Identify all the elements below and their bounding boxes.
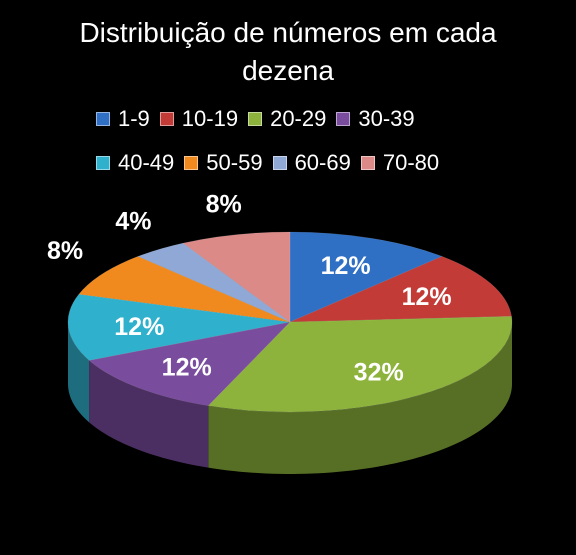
pie-slice-50-59 (78, 256, 291, 323)
chart-title-line-1: Distribuição de números em cada (79, 17, 497, 48)
pie-side-30-39 (89, 360, 209, 468)
legend-item-10-19: 10-19 (159, 106, 239, 132)
legend-label-10-19: 10-19 (181, 106, 239, 131)
pie-data-labels: 12% 12% 32% 12% 12% 8% 4% 8% (47, 190, 452, 386)
legend-item-60-69: 60-69 (272, 150, 351, 176)
chart-title: Distribuição de números em cada dezena (0, 14, 576, 90)
pie-slice-1-9 (289, 231, 443, 323)
legend-item-50-59: 50-59 (184, 150, 263, 176)
legend-item-30-39: 30-39 (336, 106, 415, 132)
pie-label-60-69: 4% (115, 208, 151, 236)
legend-label-1-9: 1-9 (118, 106, 150, 131)
legend-label-30-39: 30-39 (358, 106, 415, 131)
pie-label-1-9: 12% (321, 252, 371, 280)
legend-swatch-30-39 (336, 112, 351, 126)
pie-slice-70-80 (182, 231, 291, 323)
pie-label-70-80: 8% (206, 190, 242, 218)
legend-item-70-80: 70-80 (360, 150, 440, 176)
chart-title-line-2: dezena (242, 55, 334, 86)
pie-label-10-19: 12% (402, 283, 452, 311)
pie-side-20-29 (208, 322, 512, 474)
legend-swatch-20-29 (248, 112, 263, 126)
pie-label-50-59: 8% (47, 237, 83, 265)
pie-slice-10-19 (289, 256, 512, 323)
legend-label-50-59: 50-59 (206, 150, 263, 175)
legend-label-60-69: 60-69 (294, 150, 351, 175)
pie-slice-40-49 (67, 293, 291, 361)
legend-label-40-49: 40-49 (118, 150, 175, 175)
pie-slice-30-39 (88, 321, 291, 407)
legend-swatch-60-69 (272, 156, 287, 170)
pie-side-walls (68, 322, 512, 474)
pie-label-40-49: 12% (114, 313, 164, 341)
legend-swatch-10-19 (159, 112, 174, 126)
pie-slice-20-29 (207, 316, 513, 413)
legend-item-20-29: 20-29 (248, 106, 326, 132)
pie-label-20-29: 32% (354, 359, 404, 387)
legend-label-20-29: 20-29 (270, 106, 327, 131)
legend-swatch-50-59 (184, 156, 199, 170)
pie-side-40-49 (68, 322, 90, 423)
legend: 1-9 10-19 20-29 30-39 40-49 50-59 60-69 (96, 104, 516, 192)
pie-slice-60-69 (137, 242, 291, 323)
legend-swatch-40-49 (96, 156, 110, 170)
legend-swatch-70-80 (360, 156, 375, 170)
pie-label-30-39: 12% (162, 354, 212, 382)
legend-row-2: 40-49 50-59 60-69 70-80 (96, 148, 516, 178)
legend-item-40-49: 40-49 (96, 150, 174, 176)
legend-swatch-1-9 (96, 112, 110, 126)
legend-label-70-80: 70-80 (382, 150, 440, 175)
legend-row-1: 1-9 10-19 20-29 30-39 (96, 104, 516, 134)
legend-item-1-9: 1-9 (96, 106, 150, 132)
pie-top-faces (67, 231, 513, 413)
